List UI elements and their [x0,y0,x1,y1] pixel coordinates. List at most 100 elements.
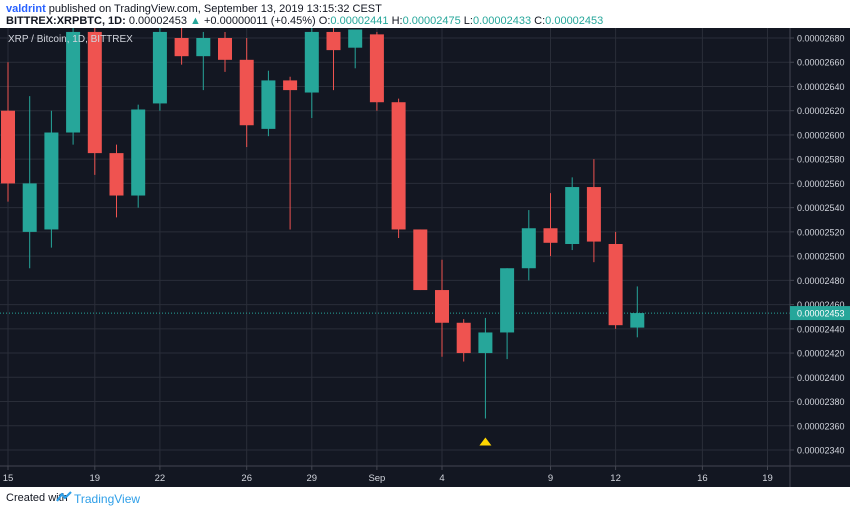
price-tick-label: 0.00002520 [797,227,845,237]
price-tick-label: 0.00002640 [797,82,845,92]
price-tick-label: 0.00002540 [797,203,845,213]
candle-body [304,31,319,93]
change-arrow-icon: ▲ [190,15,201,27]
candle-body [174,38,189,57]
candle [152,28,167,111]
candle [391,98,406,238]
publish-text: published on TradingView.com, September … [48,3,382,15]
price-axis[interactable] [790,28,850,466]
candle-body [456,322,471,354]
candle [87,28,102,175]
candle [543,193,558,257]
price-tick-label: 0.00002440 [797,324,845,334]
candle [44,110,59,248]
candle [283,76,298,230]
chart-header: valdrint published on TradingView.com, S… [0,0,850,28]
price-tick-label: 0.00002620 [797,106,845,116]
date-tick-label: 9 [548,473,553,484]
price-tick-label: 0.00002560 [797,179,845,189]
high-label: H: [391,15,403,27]
candle-body [87,31,102,154]
candle-body [586,187,601,242]
candle [326,28,341,91]
open-label: O: [318,15,331,27]
close-label: C: [534,15,546,27]
candle [413,229,428,291]
close-value: 0.00002453 [545,15,604,27]
footer: Created with TradingView [0,487,850,510]
candle-body [326,31,341,51]
signal-triangle-icon [479,437,492,446]
low-label: L: [463,15,473,27]
date-tick-label: 29 [307,473,318,484]
date-tick-label: 19 [762,473,773,484]
candle-body [261,80,276,129]
candle-body [44,132,59,230]
candle-body [1,110,15,184]
candle [521,210,536,281]
candle-body [66,31,81,133]
last-value: 0.00002453 [128,15,187,27]
candle-body [413,229,428,291]
date-tick-label: 22 [155,473,166,484]
price-tick-label: 0.00002600 [797,130,845,140]
last-price-tag [790,306,850,321]
candle-body [478,332,493,354]
candle-body [543,228,558,243]
publish-info: valdrint published on TradingView.com, S… [6,3,382,15]
open-value: 0.00002441 [330,15,389,27]
candle-body [369,34,384,103]
candle-body [131,109,146,196]
candle-body [283,80,298,91]
candle [369,31,384,111]
price-tick-label: 0.00002500 [797,252,845,262]
chart-title: XRP / Bitcoin, 1D, BITTREX [8,34,133,45]
candle [456,319,471,362]
last-price-tag-label: 0.00002453 [797,309,845,319]
date-tick-label: 12 [610,473,621,484]
candle [478,317,493,419]
price-axis-labels: 0.00002340 0.00002360 0.00002380 0.00002400… [790,34,850,456]
candle-body [22,183,37,232]
candle-body [391,102,406,230]
signal-markers [479,437,492,446]
candle-body [435,290,449,323]
candle [586,159,601,263]
tradingview-logo-icon [56,491,72,502]
date-tick-label: 16 [697,473,708,484]
candle [608,231,623,329]
candle [218,31,232,72]
price-tick-label: 0.00002420 [797,349,845,359]
candle [109,144,124,218]
candle-body [630,313,645,328]
date-tick-label: 4 [439,473,444,484]
ohlc-info: BITTREX:XRPBTC, 1D: 0.00002453 ▲ +0.0000… [6,15,604,27]
candle-body [239,59,254,126]
tradingview-brand-link[interactable]: TradingView [74,492,141,506]
price-tick-label: 0.00002400 [797,373,845,383]
candle [131,104,146,208]
candle [500,268,515,360]
candle [348,29,363,69]
candles [1,28,645,419]
candle-body [196,38,211,57]
date-tick-label: 19 [90,473,101,484]
author-link[interactable]: valdrint [6,3,46,15]
candle-body [218,38,232,60]
candle [435,259,449,357]
date-tick-label: 26 [241,473,252,484]
candle [239,38,254,148]
candle-body [348,29,363,48]
candle-body [565,187,580,244]
candle-body [152,31,167,104]
candle [196,31,211,91]
candle-body [500,268,515,333]
created-with-text: Created with [6,492,68,504]
low-value: 0.00002433 [472,15,532,27]
date-tick-label: Sep [368,473,385,484]
price-tick-label: 0.00002380 [797,397,845,407]
candle [565,177,580,251]
candlestick-chart[interactable]: 0.00002340 0.00002360 0.00002380 0.00002400… [0,28,850,487]
candle-body [109,153,124,196]
price-tick-label: 0.00002480 [797,276,845,286]
